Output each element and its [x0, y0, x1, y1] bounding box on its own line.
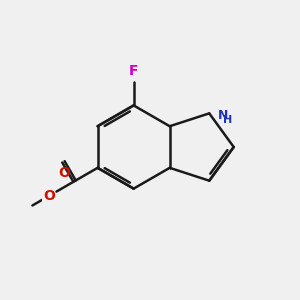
Text: O: O — [43, 189, 55, 203]
Text: O: O — [59, 166, 70, 180]
Text: N: N — [218, 109, 228, 122]
Text: F: F — [129, 64, 138, 78]
Text: H: H — [223, 115, 232, 125]
